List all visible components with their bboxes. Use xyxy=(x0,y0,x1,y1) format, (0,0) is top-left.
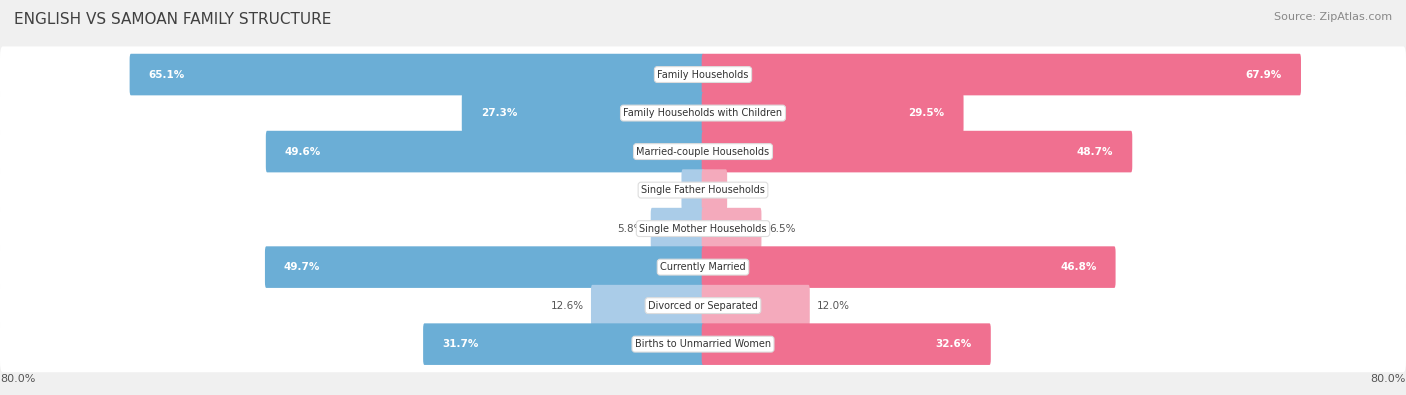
Text: 80.0%: 80.0% xyxy=(1371,374,1406,384)
FancyBboxPatch shape xyxy=(702,246,1115,288)
Text: 5.8%: 5.8% xyxy=(617,224,644,233)
FancyBboxPatch shape xyxy=(0,278,1406,334)
FancyBboxPatch shape xyxy=(591,285,704,326)
FancyBboxPatch shape xyxy=(651,208,704,249)
FancyBboxPatch shape xyxy=(682,169,704,211)
Text: Family Households: Family Households xyxy=(658,70,748,79)
FancyBboxPatch shape xyxy=(0,201,1406,257)
FancyBboxPatch shape xyxy=(423,324,704,365)
FancyBboxPatch shape xyxy=(702,92,963,134)
FancyBboxPatch shape xyxy=(702,54,1301,95)
Text: 2.6%: 2.6% xyxy=(734,185,761,195)
Text: 27.3%: 27.3% xyxy=(481,108,517,118)
Text: 6.5%: 6.5% xyxy=(769,224,796,233)
Text: Currently Married: Currently Married xyxy=(661,262,745,272)
Text: Married-couple Households: Married-couple Households xyxy=(637,147,769,156)
FancyBboxPatch shape xyxy=(702,131,1132,172)
FancyBboxPatch shape xyxy=(0,47,1406,103)
FancyBboxPatch shape xyxy=(0,124,1406,180)
Text: 29.5%: 29.5% xyxy=(908,108,945,118)
FancyBboxPatch shape xyxy=(702,324,991,365)
FancyBboxPatch shape xyxy=(0,85,1406,141)
Text: 12.0%: 12.0% xyxy=(817,301,851,310)
FancyBboxPatch shape xyxy=(264,246,704,288)
FancyBboxPatch shape xyxy=(702,169,727,211)
Text: 65.1%: 65.1% xyxy=(149,70,184,79)
FancyBboxPatch shape xyxy=(0,239,1406,295)
FancyBboxPatch shape xyxy=(0,162,1406,218)
Text: 12.6%: 12.6% xyxy=(550,301,583,310)
Text: Family Households with Children: Family Households with Children xyxy=(623,108,783,118)
Text: Births to Unmarried Women: Births to Unmarried Women xyxy=(636,339,770,349)
Text: 31.7%: 31.7% xyxy=(441,339,478,349)
Text: Divorced or Separated: Divorced or Separated xyxy=(648,301,758,310)
FancyBboxPatch shape xyxy=(702,285,810,326)
Text: Single Father Households: Single Father Households xyxy=(641,185,765,195)
Text: 48.7%: 48.7% xyxy=(1077,147,1114,156)
FancyBboxPatch shape xyxy=(266,131,704,172)
Text: 49.6%: 49.6% xyxy=(285,147,321,156)
Text: ENGLISH VS SAMOAN FAMILY STRUCTURE: ENGLISH VS SAMOAN FAMILY STRUCTURE xyxy=(14,12,332,27)
Text: 32.6%: 32.6% xyxy=(935,339,972,349)
FancyBboxPatch shape xyxy=(461,92,704,134)
FancyBboxPatch shape xyxy=(702,208,762,249)
Text: 2.3%: 2.3% xyxy=(648,185,673,195)
Text: 49.7%: 49.7% xyxy=(284,262,321,272)
Text: 46.8%: 46.8% xyxy=(1060,262,1097,272)
Text: 67.9%: 67.9% xyxy=(1246,70,1282,79)
FancyBboxPatch shape xyxy=(129,54,704,95)
Text: Source: ZipAtlas.com: Source: ZipAtlas.com xyxy=(1274,12,1392,22)
FancyBboxPatch shape xyxy=(0,316,1406,372)
Text: 80.0%: 80.0% xyxy=(0,374,35,384)
Text: Single Mother Households: Single Mother Households xyxy=(640,224,766,233)
